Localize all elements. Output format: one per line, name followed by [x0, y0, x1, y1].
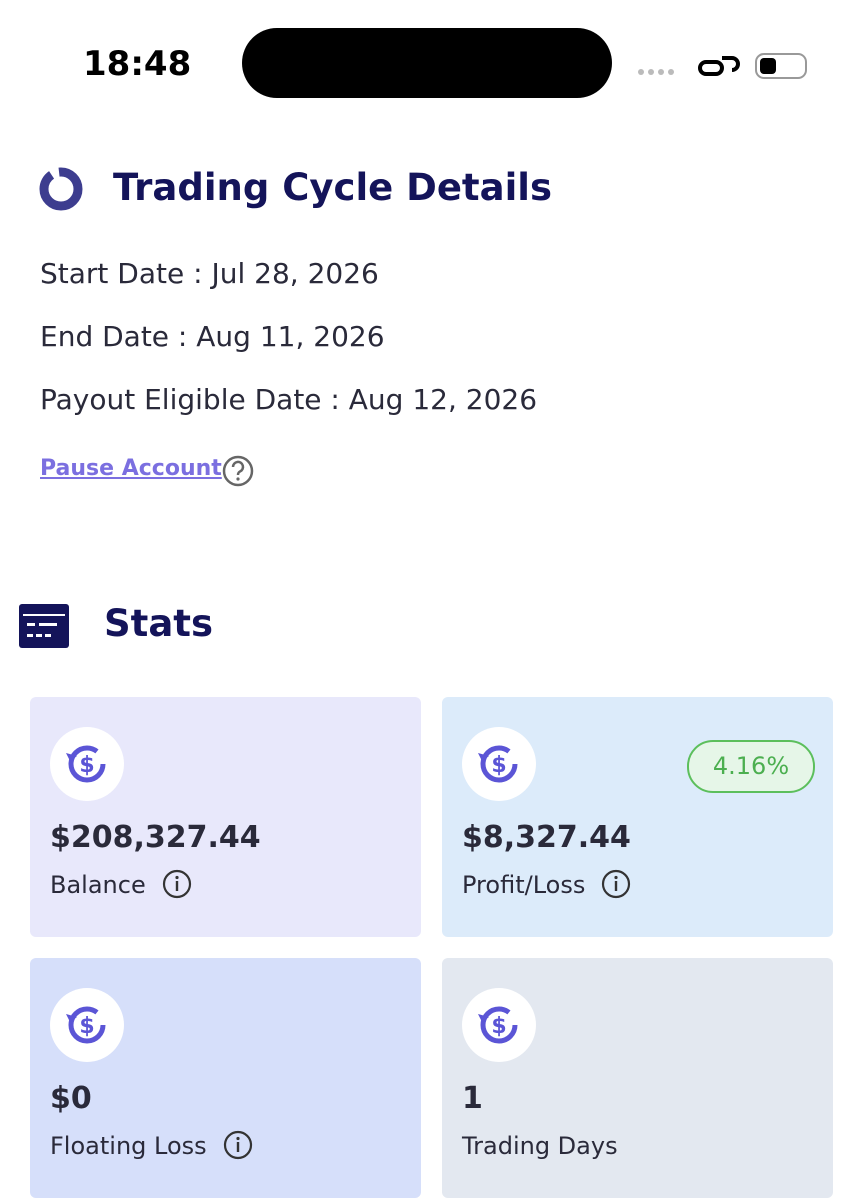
icon-circle: $ [462, 727, 536, 801]
section-title: Trading Cycle Details [113, 166, 552, 209]
stat-card: $1 Trading Days [442, 958, 833, 1198]
info-wrap [601, 869, 631, 905]
stat-value: $8,327.44 [462, 820, 631, 855]
icon-circle: $ [462, 988, 536, 1062]
stat-value: $208,327.44 [50, 820, 261, 855]
svg-text:$: $ [491, 1014, 506, 1039]
svg-text:$: $ [491, 753, 506, 778]
svg-text:$: $ [79, 753, 94, 778]
stat-label: Balance [50, 869, 191, 899]
stat-card: $ $0 Floating Loss [30, 958, 421, 1198]
stat-value: 1 [462, 1081, 483, 1116]
info-icon[interactable] [601, 869, 631, 899]
cycle-line: End Date : Aug 11, 2026 [40, 320, 385, 353]
pause-link[interactable]: Pause Account [40, 456, 222, 481]
dollar-icon: $ [478, 1006, 518, 1044]
info-icon[interactable] [162, 869, 192, 899]
info-icon[interactable] [223, 1130, 253, 1160]
svg-text:$: $ [79, 1014, 94, 1039]
stat-label: Floating Loss [50, 1130, 252, 1160]
cycle-icon [39, 167, 83, 211]
stats-icon [19, 604, 69, 648]
icon-circle: $ [50, 727, 124, 801]
dollar-icon: $ [66, 745, 106, 783]
info-wrap [162, 869, 192, 905]
status-icons [638, 53, 807, 79]
dollar-icon: $ [66, 1006, 106, 1044]
percent-badge: 4.16% [687, 740, 815, 793]
stat-card: $ $8,327.44 Profit/Loss 4.16% [442, 697, 833, 937]
cycle-line: Start Date : Jul 28, 2026 [40, 257, 379, 290]
cycle-line: Payout Eligible Date : Aug 12, 2026 [40, 383, 538, 416]
dollar-icon: $ [478, 745, 518, 783]
section-title: Stats [104, 602, 214, 645]
info-wrap [223, 1130, 253, 1166]
stat-label: Trading Days [462, 1132, 618, 1160]
stat-label: Profit/Loss [462, 869, 631, 899]
stat-card: $ $208,327.44 Balance [30, 697, 421, 937]
status-time: 18:48 [83, 44, 192, 84]
help-icon[interactable] [222, 455, 254, 487]
dynamic-island [242, 28, 612, 98]
icon-circle: $ [50, 988, 124, 1062]
stat-value: $0 [50, 1081, 92, 1116]
